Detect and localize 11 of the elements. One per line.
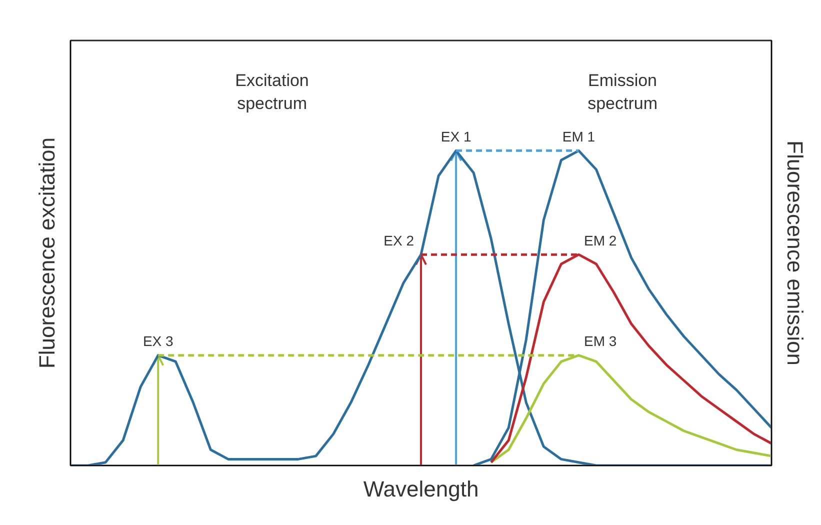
y2-axis-title: Fluorescence emission xyxy=(782,140,808,366)
text: Emission spectrum xyxy=(588,71,658,113)
text: Excitation spectrum xyxy=(235,71,309,113)
text: EM 1 xyxy=(562,128,596,144)
annotation: EM 2 xyxy=(584,232,617,248)
annotation: EM 3 xyxy=(584,333,617,350)
annotation: EX 3 xyxy=(142,333,174,350)
x-axis-title: Wavelength xyxy=(363,476,479,502)
annotation: EX 2 xyxy=(384,232,414,248)
y-axis-title: Fluorescence excitation xyxy=(34,137,60,369)
text: EX 1 xyxy=(440,128,472,144)
